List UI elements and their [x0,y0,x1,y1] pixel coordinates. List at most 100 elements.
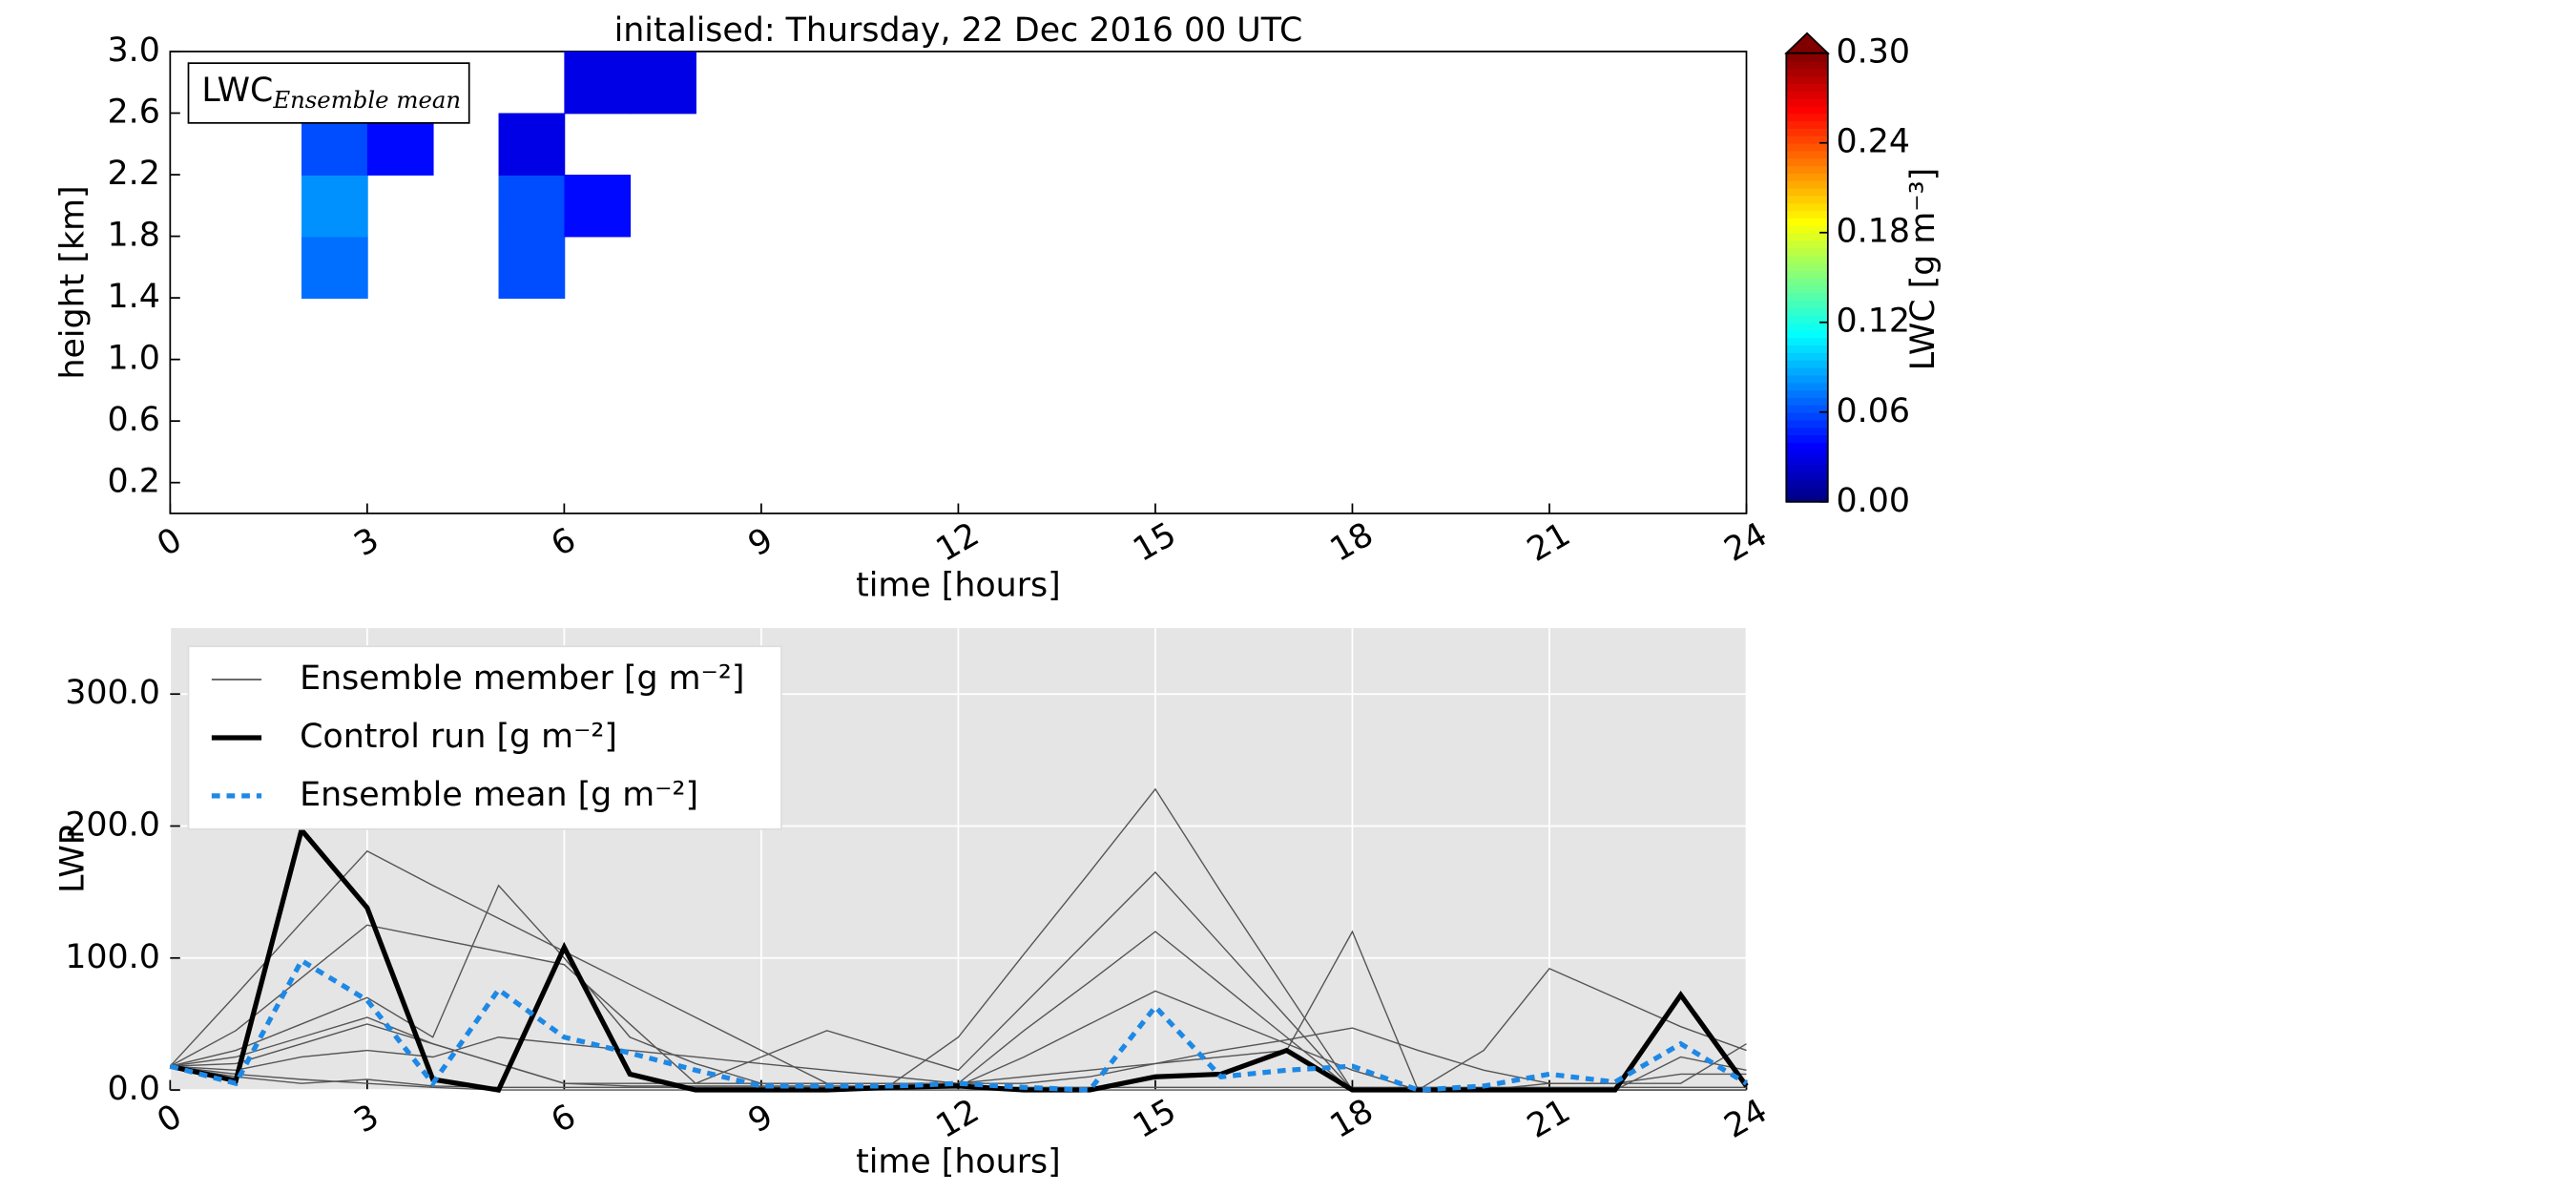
colorbar-segment [1786,292,1828,302]
y-tick-label: 1.4 [108,278,160,316]
x-tick-label: 15 [1127,1092,1182,1146]
heat-cell [498,113,566,176]
x-tick-label: 3 [348,1098,385,1141]
x-tick-label: 9 [742,1098,779,1141]
colorbar-segment [1786,487,1828,495]
heat-cell [564,51,632,115]
colorbar-segment [1786,179,1828,189]
colorbar-segment [1786,277,1828,286]
series-line [169,956,1748,1093]
colorbar-segment [1786,165,1828,174]
colorbar-segment [1786,240,1828,249]
heat-cell [630,51,696,115]
colorbar-segment [1786,427,1828,436]
x-axis-label: time [hours] [856,1143,1061,1182]
colorbar-label: LWC [g m⁻³] [1904,168,1942,370]
member-line [170,1027,1747,1084]
colorbar-segment [1786,456,1828,466]
x-tick-label: 24 [1718,515,1774,570]
colorbar-segment [1786,314,1828,324]
y-axis-label: height [km] [53,185,92,379]
colorbar-segment [1786,68,1828,77]
y-tick-label: 1.0 [108,340,160,378]
colorbar-tick-label: 0.12 [1837,303,1910,341]
colorbar-segment [1786,322,1828,331]
colorbar-segment [1786,493,1828,503]
x-tick-label: 15 [1127,515,1182,570]
colorbar-segment [1786,329,1828,339]
colorbar-segment [1786,419,1828,429]
y-tick-label: 3.0 [108,31,160,70]
annotation-box [187,62,470,124]
colorbar-segment [1786,337,1828,346]
legend-label: Control run [g m⁻²] [300,718,617,756]
y-axis-label: LWP [53,825,92,893]
colorbar-extension [1784,31,1830,54]
legend-label: Ensemble mean [g m⁻²] [300,776,698,814]
x-tick-label: 21 [1521,515,1576,570]
colorbar-segment [1786,397,1828,406]
colorbar-segment [1786,374,1828,384]
colorbar-segment [1786,83,1828,92]
colorbar-segment [1786,113,1828,122]
colorbar-segment [1786,449,1828,458]
y-tick-label: 0.2 [108,463,160,501]
colorbar-segment [1786,411,1828,421]
colorbar-tick-label: 0.06 [1837,392,1910,430]
colorbar-tick-label: 0.24 [1837,123,1910,161]
colorbar-segment [1786,75,1828,84]
x-tick-label: 18 [1324,1092,1380,1146]
colorbar-segment [1786,97,1828,107]
colorbar-segment [1786,195,1828,204]
x-tick-label: 9 [742,521,779,565]
colorbar-segment [1786,150,1828,159]
heat-cell [498,175,566,238]
colorbar-segment [1786,173,1828,181]
colorbar-segment [1786,442,1828,450]
annotation-subscript: Ensemble mean [272,86,461,114]
colorbar-segment [1786,269,1828,279]
heat-cell [301,236,368,299]
x-tick-label: 21 [1521,1092,1576,1146]
colorbar-segment [1786,479,1828,488]
y-tick-label: 2.6 [108,94,160,132]
colorbar-segment [1786,247,1828,257]
colorbar-segment [1786,471,1828,481]
heat-cell [564,175,632,238]
legend-label: Ensemble member [g m⁻²] [300,659,744,698]
x-tick-label: 24 [1718,1092,1774,1146]
x-tick-label: 12 [930,515,986,570]
colorbar-segment [1786,128,1828,136]
colorbar-segment [1786,232,1828,241]
colorbar-segment [1786,224,1828,234]
x-axis-label: time [hours] [856,567,1061,605]
colorbar-segment [1786,60,1828,70]
colorbar-segment [1786,135,1828,144]
colorbar-tick-label: 0.18 [1837,213,1910,251]
legend-box [187,645,782,830]
colorbar-tick-label: 0.30 [1837,33,1910,72]
x-tick-label: 3 [348,521,385,565]
colorbar-segment [1786,157,1828,167]
colorbar-segment [1786,187,1828,197]
colorbar-segment [1786,359,1828,368]
colorbar-segment [1786,218,1828,226]
colorbar-segment [1786,307,1828,316]
colorbar-segment [1786,52,1828,62]
y-tick-label: 2.2 [108,155,160,193]
colorbar-segment [1786,210,1828,219]
x-tick-label: 12 [930,1092,986,1146]
colorbar-segment [1786,105,1828,115]
x-tick-label: 18 [1324,515,1380,570]
colorbar-segment [1786,300,1828,308]
y-tick-label: 100.0 [65,938,160,976]
colorbar-segment [1786,464,1828,473]
colorbar-segment [1786,90,1828,99]
annotation-text: LWC [201,72,273,110]
plot-frame [169,51,1748,514]
x-tick-label: 0 [151,521,188,565]
x-tick-label: 6 [545,521,582,565]
colorbar-segment [1786,382,1828,391]
colorbar-segment [1786,142,1828,152]
colorbar-segment [1786,255,1828,263]
